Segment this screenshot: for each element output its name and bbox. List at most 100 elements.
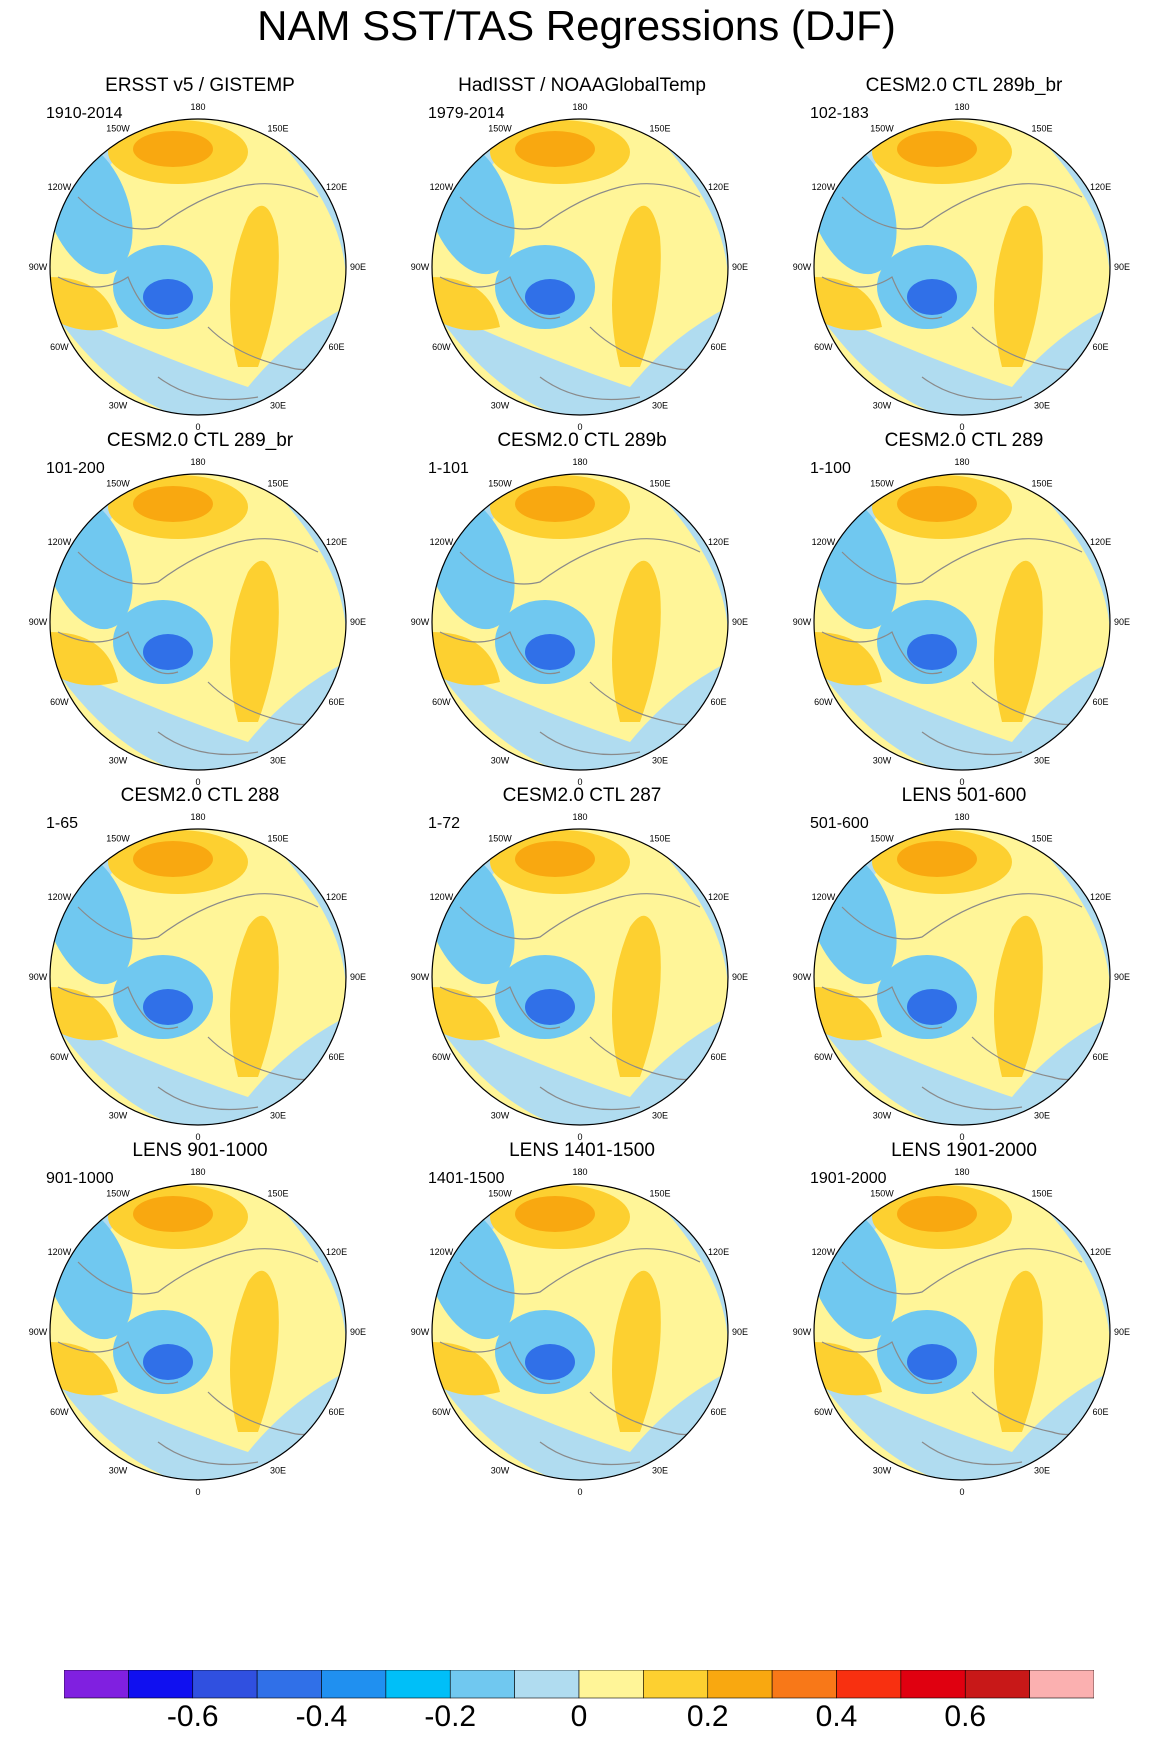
longitude-label: 90E: [350, 972, 366, 982]
longitude-label: 0: [959, 1132, 964, 1142]
longitude-label: 150E: [267, 833, 288, 843]
longitude-label: 30W: [109, 1111, 128, 1121]
polar-map: 180 150E 120E 90E 60E 30E 0 30W 60W 90W 120W 150W: [793, 102, 1130, 432]
map-panel: CESM2.0 CTL 289b 180 150E 120E 90E 60E 30E 0 30W…: [402, 430, 762, 810]
colorbar-tick-label: 0.6: [944, 1700, 987, 1733]
longitude-label: 150W: [106, 833, 130, 843]
longitude-label: 120E: [708, 892, 729, 902]
longitude-label: 150W: [870, 123, 894, 133]
longitude-label: 120W: [430, 1247, 454, 1257]
longitude-label: 60W: [814, 1407, 833, 1417]
panel-title: CESM2.0 CTL 289_br: [106, 430, 294, 451]
longitude-label: 120E: [326, 892, 347, 902]
longitude-label: 150W: [870, 1188, 894, 1198]
longitude-label: 30E: [270, 1111, 286, 1121]
longitude-label: 60W: [814, 697, 833, 707]
figure-title: NAM SST/TAS Regressions (DJF): [257, 2, 896, 49]
panel-period: 1-65: [46, 815, 79, 832]
longitude-label: 90E: [1114, 262, 1130, 272]
longitude-label: 120W: [48, 537, 72, 547]
longitude-label: 120W: [812, 1247, 836, 1257]
longitude-label: 90E: [732, 972, 748, 982]
colorbar-box: [771, 1670, 837, 1699]
colorbar-box: [192, 1670, 258, 1699]
longitude-label: 60E: [1093, 1407, 1109, 1417]
longitude-label: 60E: [329, 697, 345, 707]
polar-map: 180 150E 120E 90E 60E 30E 0 30W 60W 90W 120W 150W: [29, 812, 366, 1142]
longitude-label: 150W: [106, 123, 130, 133]
panel-period: 101-200: [46, 460, 105, 477]
longitude-label: 30W: [873, 1466, 892, 1476]
longitude-label: 180: [190, 812, 205, 822]
longitude-label: 150E: [267, 123, 288, 133]
map-panel: LENS 901-1000 180 150E 120E 90E 60E 30E 0 30W 60W…: [20, 1140, 380, 1520]
colorbar-box: [514, 1670, 580, 1699]
longitude-label: 150E: [1031, 123, 1052, 133]
longitude-label: 180: [572, 812, 587, 822]
longitude-label: 150E: [649, 1188, 670, 1198]
longitude-label: 120W: [812, 537, 836, 547]
panel-period: 1401-1500: [428, 1170, 505, 1187]
longitude-label: 90E: [732, 1327, 748, 1337]
longitude-label: 60W: [432, 1052, 451, 1062]
longitude-label: 90E: [1114, 617, 1130, 627]
longitude-label: 150E: [267, 1188, 288, 1198]
longitude-label: 150E: [649, 478, 670, 488]
longitude-label: 120E: [1090, 537, 1111, 547]
polar-map: 180 150E 120E 90E 60E 30E 0 30W 60W 90W 120W 150W: [793, 457, 1130, 787]
colorbar-box: [643, 1670, 709, 1699]
longitude-label: 30E: [1034, 1111, 1050, 1121]
longitude-label: 30W: [109, 756, 128, 766]
polar-map: 180 150E 120E 90E 60E 30E 0 30W 60W 90W 120W 150W: [29, 1167, 366, 1497]
map-panel: LENS 1401-1500 180 150E 120E 90E 60E 30E 0 30W 60…: [402, 1140, 762, 1520]
longitude-label: 90W: [29, 1327, 48, 1337]
panel-title: LENS 1401-1500: [509, 1140, 655, 1161]
longitude-label: 150W: [488, 478, 512, 488]
longitude-label: 90W: [29, 972, 48, 982]
longitude-label: 90W: [793, 262, 812, 272]
longitude-label: 60W: [432, 697, 451, 707]
map-panel: CESM2.0 CTL 288 180 150E 120E 90E 60E 30E 0 30W 6…: [20, 785, 380, 1165]
longitude-label: 90E: [350, 617, 366, 627]
longitude-label: 30W: [491, 1466, 510, 1476]
longitude-label: 30E: [1034, 756, 1050, 766]
panel-period: 1901-2000: [810, 1170, 887, 1187]
panel-period: 901-1000: [46, 1170, 114, 1187]
longitude-label: 0: [577, 777, 582, 787]
longitude-label: 30E: [270, 401, 286, 411]
panel-period: 1910-2014: [46, 105, 123, 122]
longitude-label: 180: [190, 1167, 205, 1177]
longitude-label: 30E: [652, 1111, 668, 1121]
longitude-label: 60E: [329, 1052, 345, 1062]
longitude-label: 90W: [793, 617, 812, 627]
map-panel: ERSST v5 / GISTEMP 180 150E 120E 90E 60E 30E 0 3…: [20, 75, 380, 455]
longitude-label: 120E: [326, 1247, 347, 1257]
longitude-label: 30W: [491, 1111, 510, 1121]
longitude-label: 60E: [1093, 342, 1109, 352]
longitude-label: 60W: [50, 1052, 69, 1062]
colorbar-tick-label: 0: [570, 1700, 588, 1733]
longitude-label: 180: [954, 457, 969, 467]
longitude-label: 60E: [1093, 697, 1109, 707]
longitude-label: 30E: [270, 756, 286, 766]
panel-title: LENS 1901-2000: [891, 1140, 1037, 1161]
longitude-label: 150W: [106, 478, 130, 488]
longitude-label: 150W: [870, 478, 894, 488]
longitude-label: 0: [195, 777, 200, 787]
longitude-label: 60E: [711, 1407, 727, 1417]
longitude-label: 30W: [109, 401, 128, 411]
colorbar-box: [128, 1670, 194, 1699]
longitude-label: 180: [954, 1167, 969, 1177]
colorbar-box: [1029, 1670, 1094, 1699]
longitude-label: 120W: [48, 892, 72, 902]
longitude-label: 60W: [814, 342, 833, 352]
map-panel: LENS 501-600 180 150E 120E 90E 60E 30E 0 30W 60W 9…: [784, 785, 1144, 1165]
colorbar-tick-label: -0.2: [424, 1700, 477, 1733]
longitude-label: 90E: [350, 262, 366, 272]
polar-map: 180 150E 120E 90E 60E 30E 0 30W 60W 90W 120W 150W: [793, 1167, 1130, 1497]
longitude-label: 60W: [814, 1052, 833, 1062]
panel-title: CESM2.0 CTL 289b_br: [865, 75, 1063, 96]
longitude-label: 30E: [1034, 1466, 1050, 1476]
longitude-label: 120E: [326, 182, 347, 192]
colorbar-box: [321, 1670, 387, 1699]
